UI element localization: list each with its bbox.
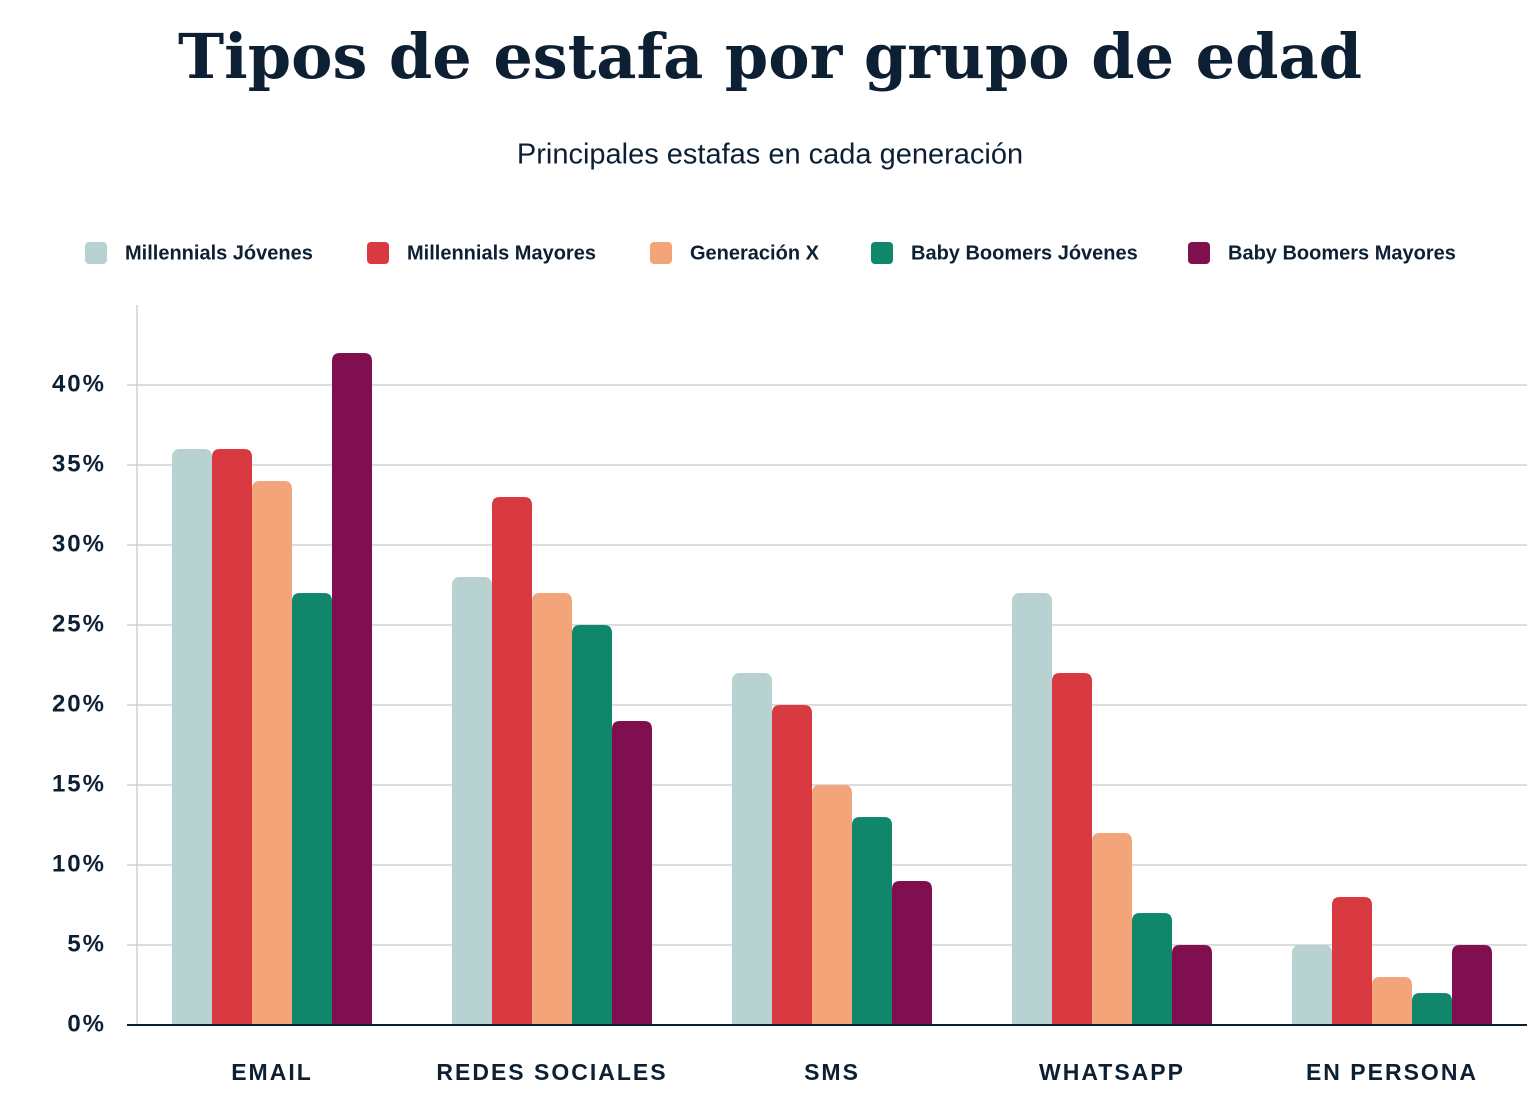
x-tick-label: SMS bbox=[804, 1059, 860, 1085]
bar bbox=[892, 881, 932, 1025]
y-tick-label: 15% bbox=[52, 770, 106, 797]
bar bbox=[292, 593, 332, 1025]
bar bbox=[1412, 993, 1452, 1025]
bar bbox=[1172, 945, 1212, 1025]
bar bbox=[492, 497, 532, 1025]
bar bbox=[612, 721, 652, 1025]
bar bbox=[852, 817, 892, 1025]
bar bbox=[452, 577, 492, 1025]
y-tick-label: 35% bbox=[52, 450, 106, 477]
chart-subtitle: Principales estafas en cada generación bbox=[517, 139, 1023, 171]
bar bbox=[1052, 673, 1092, 1025]
bar bbox=[1332, 897, 1372, 1025]
y-tick-label: 5% bbox=[67, 930, 106, 957]
bar bbox=[812, 785, 852, 1025]
legend-label: Millennials Mayores bbox=[407, 242, 596, 264]
bar bbox=[1132, 913, 1172, 1025]
x-tick-label: REDES SOCIALES bbox=[436, 1059, 667, 1085]
bar bbox=[1372, 977, 1412, 1025]
bar bbox=[252, 481, 292, 1025]
legend-swatch bbox=[367, 242, 389, 264]
x-tick-label: EMAIL bbox=[231, 1059, 313, 1085]
y-tick-label: 20% bbox=[52, 690, 106, 717]
legend-label: Baby Boomers Jóvenes bbox=[911, 242, 1138, 264]
bar bbox=[772, 705, 812, 1025]
x-tick-label: WHATSAPP bbox=[1039, 1059, 1185, 1085]
bar bbox=[1292, 945, 1332, 1025]
bar bbox=[1092, 833, 1132, 1025]
bar bbox=[1012, 593, 1052, 1025]
legend-swatch bbox=[85, 242, 107, 264]
legend-swatch bbox=[871, 242, 893, 264]
legend-label: Generación X bbox=[690, 242, 820, 264]
bar bbox=[1452, 945, 1492, 1025]
bar bbox=[332, 353, 372, 1025]
legend-swatch bbox=[1188, 242, 1210, 264]
bar bbox=[732, 673, 772, 1025]
bar bbox=[532, 593, 572, 1025]
legend-label: Baby Boomers Mayores bbox=[1228, 242, 1456, 264]
y-tick-label: 0% bbox=[67, 1010, 106, 1037]
y-tick-label: 40% bbox=[52, 370, 106, 397]
legend-swatch bbox=[650, 242, 672, 264]
legend-label: Millennials Jóvenes bbox=[125, 242, 313, 264]
y-tick-label: 25% bbox=[52, 610, 106, 637]
x-tick-label: EN PERSONA bbox=[1306, 1059, 1478, 1085]
y-tick-label: 30% bbox=[52, 530, 106, 557]
bar bbox=[572, 625, 612, 1025]
bar bbox=[212, 449, 252, 1025]
chart-title: Tipos de estafa por grupo de edad bbox=[178, 20, 1362, 93]
y-tick-label: 10% bbox=[52, 850, 106, 877]
bar bbox=[172, 449, 212, 1025]
